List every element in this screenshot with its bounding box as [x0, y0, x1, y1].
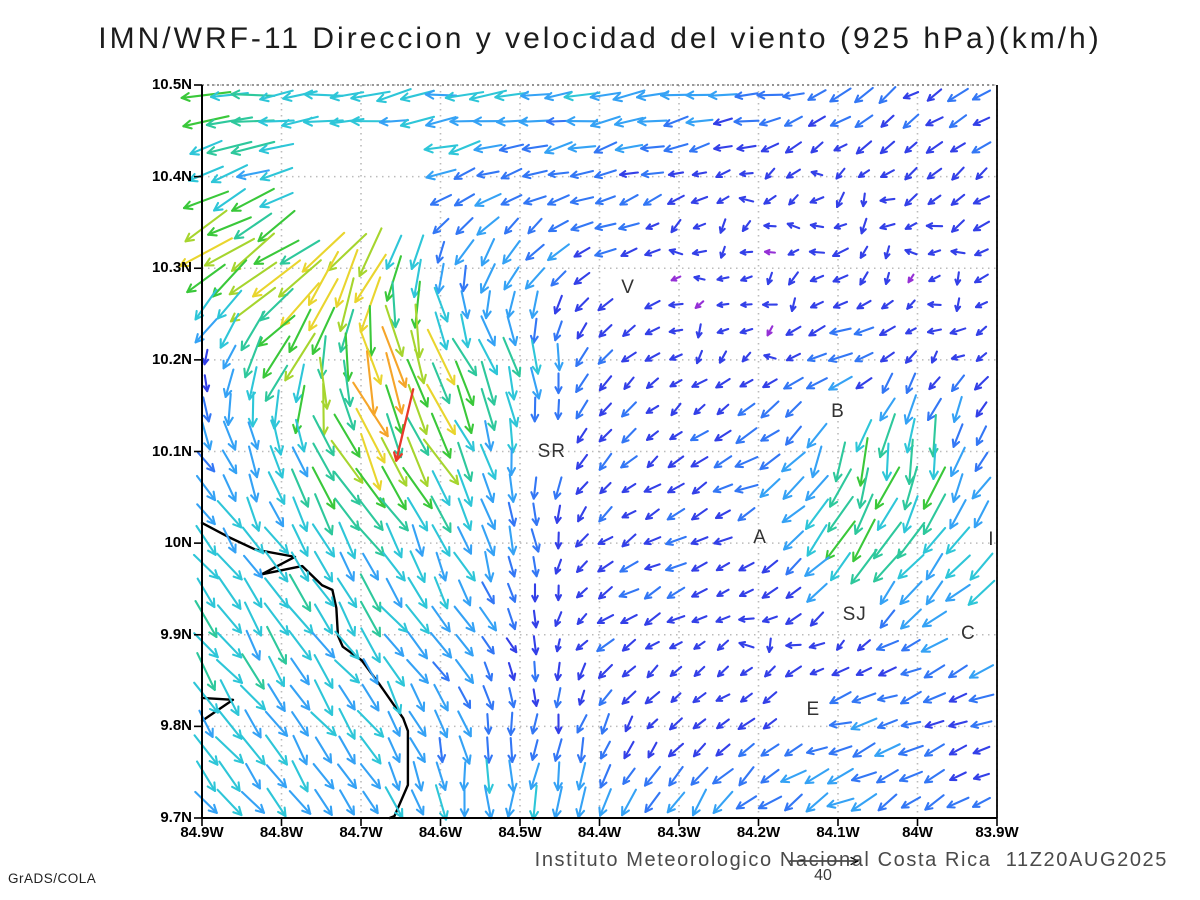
lon-tick-label: 83.9W — [975, 824, 1019, 841]
station-label-sj: SJ — [842, 603, 867, 625]
lat-tick-label: 10.3N — [151, 259, 192, 277]
lon-tick-label: 84.5W — [498, 824, 542, 841]
lon-tick-label: 84.8W — [259, 824, 304, 841]
chart-title: IMN/WRF-11 Direccion y velocidad del vie… — [98, 22, 1102, 55]
lon-tick-label: 84.2W — [736, 824, 781, 841]
lat-tick-label: 10.4N — [151, 167, 192, 185]
station-label-c: C — [961, 622, 976, 644]
lat-tick-label: 10.5N — [151, 76, 192, 93]
lon-tick-label: 84W — [902, 824, 933, 841]
lat-tick-label: 9.8N — [160, 717, 192, 735]
lon-tick-label: 84.3W — [657, 824, 701, 841]
lon-tick-label: 84.9W — [180, 824, 224, 841]
lon-tick-label: 84.6W — [418, 824, 463, 841]
station-label-i: I — [988, 529, 995, 551]
reference-arrow-value: 40 — [814, 867, 832, 884]
station-label-v: V — [621, 277, 635, 299]
station-label-sr: SR — [537, 440, 566, 462]
footer-caption: Instituto Meteorologico Nacional Costa R… — [534, 849, 1168, 871]
grads-credit: GrADS/COLA — [8, 871, 97, 886]
station-label-a: A — [753, 526, 767, 548]
lat-tick-label: 10.2N — [151, 350, 192, 368]
lon-tick-label: 84.1W — [816, 824, 860, 841]
lon-tick-label: 84.4W — [577, 824, 622, 841]
lat-tick-label: 9.7N — [160, 809, 192, 826]
lat-tick-label: 10N — [164, 534, 192, 552]
lat-tick-label: 10.1N — [151, 442, 192, 460]
lat-tick-label: 9.9N — [160, 625, 192, 643]
station-label-e: E — [806, 698, 821, 720]
station-label-b: B — [831, 401, 845, 423]
lon-tick-label: 84.7W — [339, 824, 383, 841]
